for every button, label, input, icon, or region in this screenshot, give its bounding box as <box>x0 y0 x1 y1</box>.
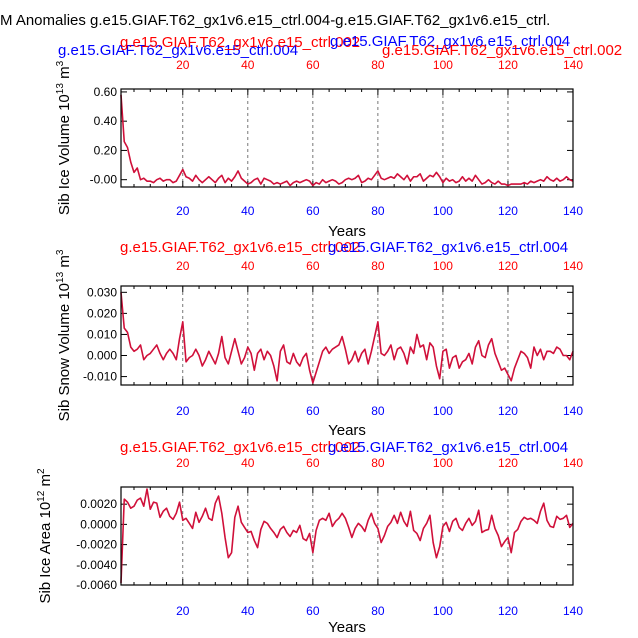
top-x-tick-label: 20 <box>176 456 190 470</box>
page-title: M Anomalies g.e15.GIAF.T62_gx1v6.e15_ctr… <box>0 12 550 29</box>
bottom-x-tick-label: 140 <box>563 204 583 218</box>
y-axis-label-part: 2 <box>36 468 47 474</box>
top-x-tick-label: 100 <box>433 58 453 72</box>
x-axis-label: Years <box>328 422 366 439</box>
y-axis-label: Sib Snow Volume 1013 m3 <box>55 249 73 421</box>
y-tick-label: -0.0020 <box>76 538 117 552</box>
y-tick-label: 0.0020 <box>80 497 117 511</box>
bottom-x-tick-label: 60 <box>306 604 320 618</box>
y-axis-label: Sib Ice Area 1012 m2 <box>36 468 54 604</box>
x-axis-label: Years <box>328 619 366 636</box>
legend-case-right: g.e15.GIAF.T62_gx1v6.e15_ctrl.004 <box>328 439 568 456</box>
bottom-x-tick-label: 40 <box>241 604 255 618</box>
top-x-tick-label: 20 <box>176 259 190 273</box>
bottom-x-tick-label: 120 <box>498 604 518 618</box>
series-line <box>120 488 574 584</box>
y-tick-label: 0.0000 <box>80 517 117 531</box>
plot-frame <box>120 285 574 386</box>
y-axis-label-part: m <box>56 255 73 272</box>
bottom-x-tick-label: 140 <box>563 604 583 618</box>
y-tick-label: -0.0040 <box>76 558 117 572</box>
plot-frame <box>120 486 574 586</box>
bottom-x-tick-label: 20 <box>176 204 190 218</box>
y-tick-label: -0.010 <box>83 370 117 384</box>
y-axis-label-part: 13 <box>55 271 66 283</box>
legend-case-left: g.e15.GIAF.T62_gx1v6.e15_ctrl.002 <box>120 239 360 256</box>
top-x-tick-label: 140 <box>563 259 583 273</box>
legend-case-right: g.e15.GIAF.T62_gx1v6.e15_ctrl.004 <box>330 33 570 50</box>
series-line <box>120 94 574 187</box>
legend-case-left: g.e15.GIAF.T62_gx1v6.e15_ctrl.002 <box>120 439 360 456</box>
y-axis-label-part: 13 <box>55 83 66 95</box>
top-x-tick-label: 100 <box>433 259 453 273</box>
y-tick-label: 0.030 <box>87 285 117 299</box>
legend-case-far-right: g.e15.GIAF.T62_gx1v6.e15_ctrl.002 <box>382 42 622 59</box>
plot-frame <box>120 88 574 188</box>
legend-case-center: g.e15.GIAF.T62_gx1v6.e15_ctrl.002 <box>120 34 360 51</box>
chart-panel-2: 20 20 40 40 60 60 80 80 100 100 120 120 140 140 -0.010… <box>55 239 583 439</box>
panels: 20 20 40 40 60 60 80 80 100 100 120 120 140 140 -0.00 0… <box>36 33 622 636</box>
y-axis-label: Sib Ice Volume 1013 m3 <box>55 60 73 215</box>
top-x-tick-label: 120 <box>498 456 518 470</box>
bottom-x-tick-label: 100 <box>433 404 453 418</box>
bottom-x-tick-label: 80 <box>371 404 385 418</box>
legend-case-left: g.e15.GIAF.T62_gx1v6.e15_ctrl.004 <box>58 42 298 59</box>
bottom-x-tick-label: 140 <box>563 404 583 418</box>
y-axis-label-part: 3 <box>55 249 66 255</box>
bottom-x-tick-label: 40 <box>241 204 255 218</box>
y-tick-label: 0.020 <box>87 306 117 320</box>
top-x-tick-label: 60 <box>306 259 320 273</box>
bottom-x-tick-label: 100 <box>433 204 453 218</box>
y-axis-label-part: Sib Ice Area 10 <box>37 502 54 604</box>
bottom-x-tick-label: 20 <box>176 404 190 418</box>
y-axis-label-part: 3 <box>55 60 66 66</box>
bottom-x-tick-label: 80 <box>371 604 385 618</box>
chart-panel-3: 20 20 40 40 60 60 80 80 100 100 120 120 140 140 -0.006… <box>36 439 583 636</box>
y-axis-label-part: m <box>37 474 54 491</box>
bottom-x-tick-label: 100 <box>433 604 453 618</box>
y-axis-label-part: m <box>56 66 73 83</box>
top-x-tick-label: 40 <box>241 259 255 273</box>
legend-case-right: g.e15.GIAF.T62_gx1v6.e15_ctrl.004 <box>328 239 568 256</box>
bottom-x-tick-label: 60 <box>306 404 320 418</box>
chart-panel-1: 20 20 40 40 60 60 80 80 100 100 120 120 140 140 -0.00 0… <box>55 33 622 240</box>
top-x-tick-label: 40 <box>241 456 255 470</box>
y-tick-label: 0.010 <box>87 327 117 341</box>
bottom-x-tick-label: 80 <box>371 204 385 218</box>
top-x-tick-label: 60 <box>306 58 320 72</box>
y-tick-label: -0.0060 <box>76 578 117 592</box>
bottom-x-tick-label: 20 <box>176 604 190 618</box>
bottom-x-tick-label: 120 <box>498 404 518 418</box>
top-x-tick-label: 60 <box>306 456 320 470</box>
top-x-tick-label: 120 <box>498 58 518 72</box>
top-x-tick-label: 140 <box>563 456 583 470</box>
top-x-tick-label: 20 <box>176 58 190 72</box>
top-x-tick-label: 40 <box>241 58 255 72</box>
series-line <box>120 292 574 384</box>
y-tick-label: 0.000 <box>87 349 117 363</box>
y-tick-label: 0.40 <box>94 114 118 128</box>
bottom-x-tick-label: 40 <box>241 404 255 418</box>
y-axis-label-part: Sib Ice Volume 10 <box>56 94 73 215</box>
top-x-tick-label: 80 <box>371 58 385 72</box>
bottom-x-tick-label: 60 <box>306 204 320 218</box>
y-tick-label: 0.20 <box>94 143 118 157</box>
bottom-x-tick-label: 120 <box>498 204 518 218</box>
y-tick-label: -0.00 <box>90 173 118 187</box>
top-x-tick-label: 120 <box>498 259 518 273</box>
y-tick-label: 0.60 <box>94 85 118 99</box>
top-x-tick-label: 100 <box>433 456 453 470</box>
y-axis-label-part: 12 <box>36 490 47 502</box>
top-x-tick-label: 80 <box>371 456 385 470</box>
x-axis-label: Years <box>328 223 366 240</box>
top-x-tick-label: 80 <box>371 259 385 273</box>
y-axis-label-part: Sib Snow Volume 10 <box>56 283 73 421</box>
top-x-tick-label: 140 <box>563 58 583 72</box>
